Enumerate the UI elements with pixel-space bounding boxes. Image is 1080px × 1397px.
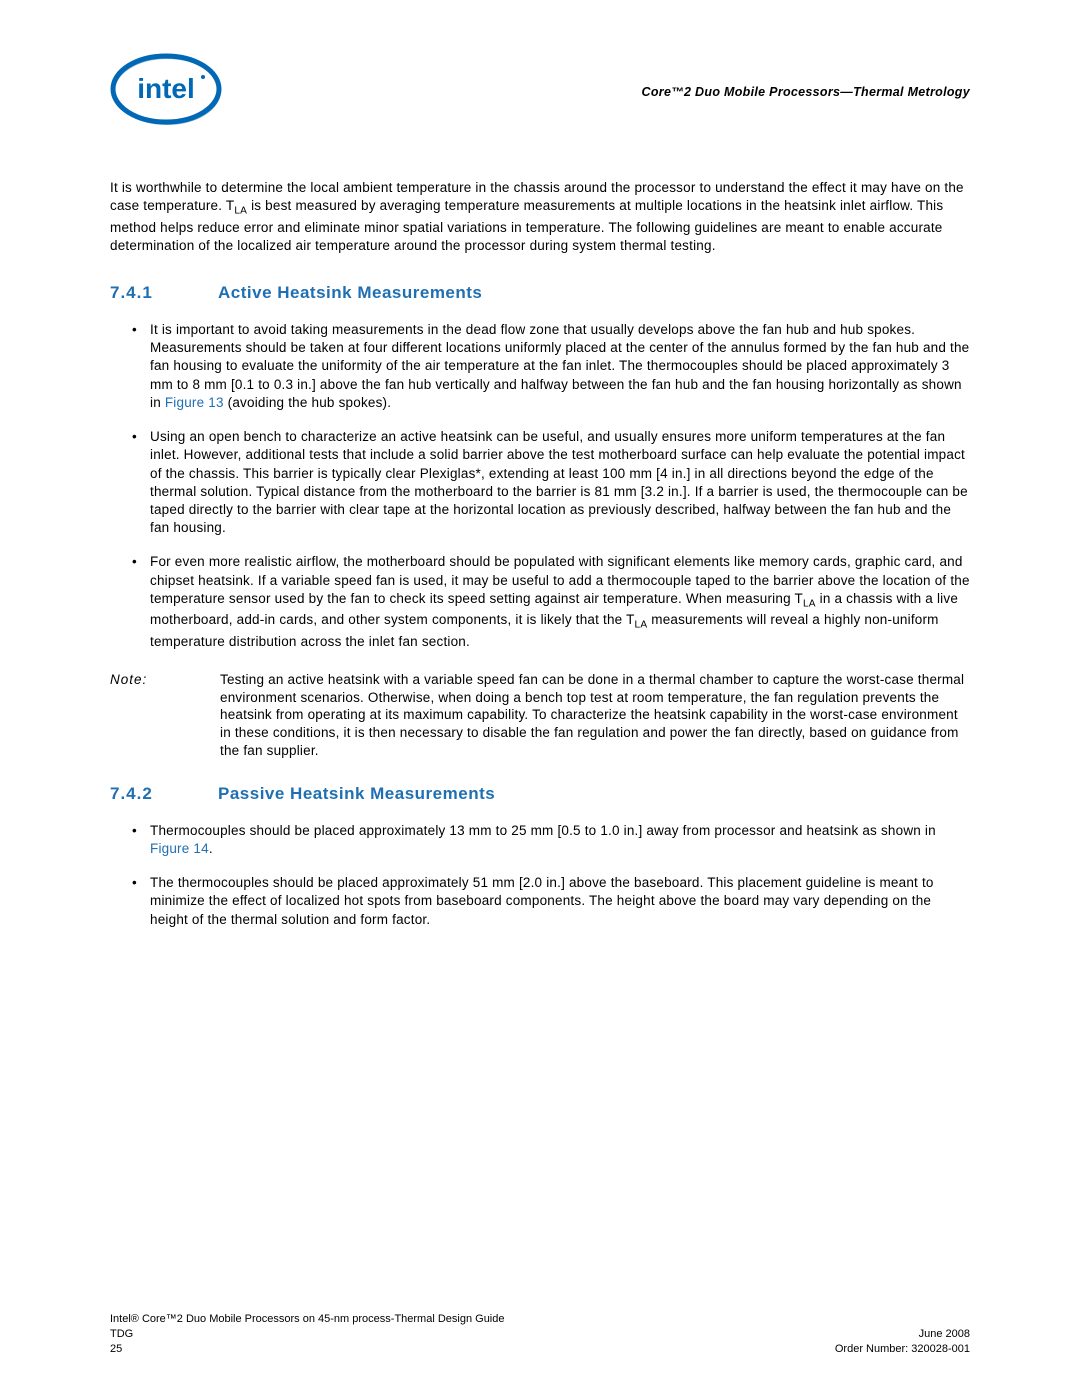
- note-label: Note:: [110, 671, 220, 760]
- section-741-list: It is important to avoid taking measurem…: [132, 321, 970, 651]
- figure-link[interactable]: Figure 13: [165, 395, 224, 410]
- footer-tdg: TDG: [110, 1327, 505, 1342]
- footer-order-number: Order Number: 320028-001: [835, 1342, 970, 1357]
- list-item: Using an open bench to characterize an a…: [132, 428, 970, 537]
- section-742-heading: 7.4.2Passive Heatsink Measurements: [110, 784, 970, 804]
- section-742-title: Passive Heatsink Measurements: [218, 784, 495, 803]
- note-block: Note: Testing an active heatsink with a …: [110, 671, 970, 760]
- section-742-number: 7.4.2: [110, 784, 218, 804]
- sub-la: LA: [803, 599, 816, 610]
- page: intel Core™2 Duo Mobile Processors—Therm…: [0, 0, 1080, 1397]
- header-doc-title: Core™2 Duo Mobile Processors—Thermal Met…: [642, 85, 970, 99]
- list-item: Thermocouples should be placed approxima…: [132, 822, 970, 858]
- footer-page-number: 25: [110, 1342, 505, 1357]
- bullet-text: .: [209, 841, 213, 856]
- sub-la: LA: [635, 620, 648, 631]
- intel-logo: intel: [110, 52, 222, 131]
- list-item: It is important to avoid taking measurem…: [132, 321, 970, 412]
- section-742-list: Thermocouples should be placed approxima…: [132, 822, 970, 929]
- bullet-text: Thermocouples should be placed approxima…: [150, 823, 936, 838]
- page-header: intel Core™2 Duo Mobile Processors—Therm…: [110, 52, 970, 131]
- bullet-text: Using an open bench to characterize an a…: [150, 429, 968, 535]
- section-741-heading: 7.4.1Active Heatsink Measurements: [110, 283, 970, 303]
- svg-text:intel: intel: [137, 73, 195, 104]
- page-footer: Intel® Core™2 Duo Mobile Processors on 4…: [110, 1312, 970, 1357]
- footer-right: June 2008 Order Number: 320028-001: [835, 1327, 970, 1357]
- list-item: For even more realistic airflow, the mot…: [132, 553, 970, 650]
- footer-doc-title: Intel® Core™2 Duo Mobile Processors on 4…: [110, 1312, 505, 1327]
- figure-link[interactable]: Figure 14: [150, 841, 209, 856]
- bullet-text: The thermocouples should be placed appro…: [150, 875, 934, 926]
- footer-left: Intel® Core™2 Duo Mobile Processors on 4…: [110, 1312, 505, 1357]
- intro-sub: LA: [234, 206, 247, 217]
- list-item: The thermocouples should be placed appro…: [132, 874, 970, 929]
- section-741-number: 7.4.1: [110, 283, 218, 303]
- intro-paragraph: It is worthwhile to determine the local …: [110, 179, 970, 255]
- footer-date: June 2008: [835, 1327, 970, 1342]
- note-body: Testing an active heatsink with a variab…: [220, 671, 970, 760]
- section-741-title: Active Heatsink Measurements: [218, 283, 482, 302]
- bullet-text: (avoiding the hub spokes).: [224, 395, 392, 410]
